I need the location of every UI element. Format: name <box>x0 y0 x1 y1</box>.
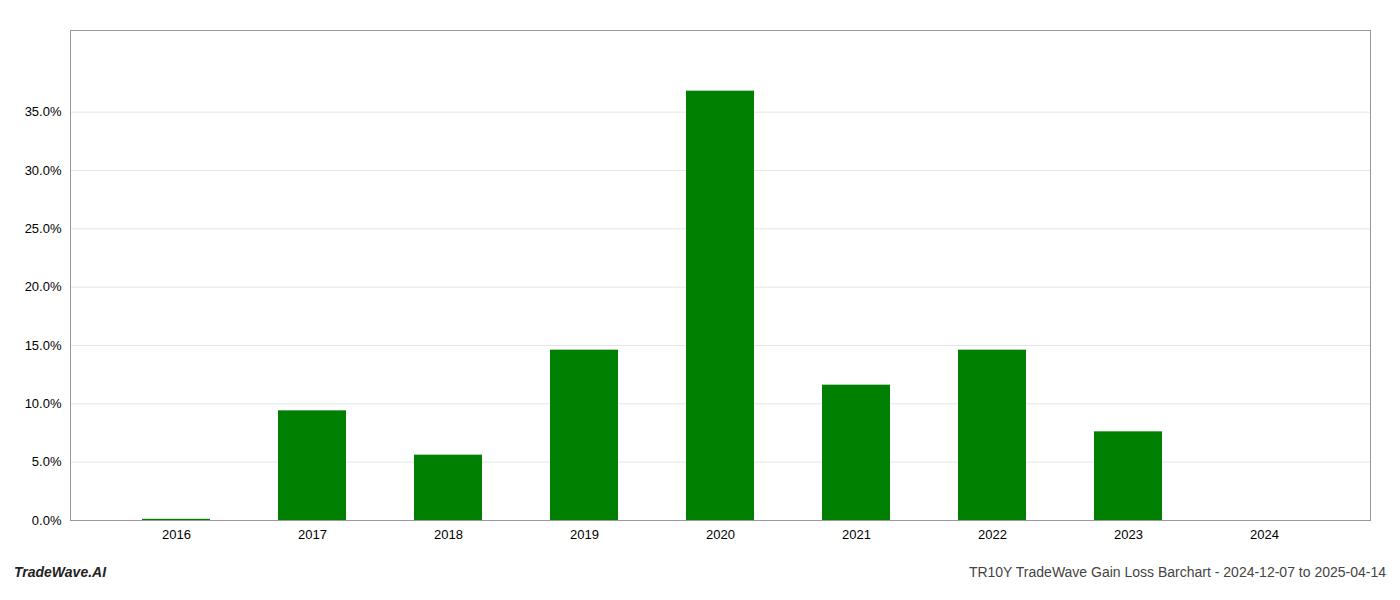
svg-text:2017: 2017 <box>298 527 327 542</box>
svg-text:2020: 2020 <box>706 527 735 542</box>
svg-text:15.0%: 15.0% <box>25 338 62 353</box>
svg-text:10.0%: 10.0% <box>25 396 62 411</box>
svg-text:20.0%: 20.0% <box>25 279 62 294</box>
svg-text:30.0%: 30.0% <box>25 163 62 178</box>
svg-text:0.0%: 0.0% <box>32 513 62 528</box>
svg-text:35.0%: 35.0% <box>25 104 62 119</box>
html-text:TradeWave.AI: TradeWave.AI <box>14 564 107 580</box>
svg-text:2022: 2022 <box>978 527 1007 542</box>
svg-text:5.0%: 5.0% <box>32 454 62 469</box>
svg-text:2024: 2024 <box>1250 527 1279 542</box>
svg-text:2018: 2018 <box>434 527 463 542</box>
html-text:TR10Y TradeWave Gain Loss Barc: TR10Y TradeWave Gain Loss Barchart - 202… <box>968 564 1386 580</box>
svg-text:2016: 2016 <box>162 527 191 542</box>
svg-text:2023: 2023 <box>1114 527 1143 542</box>
svg-text:25.0%: 25.0% <box>25 221 62 236</box>
svg-text:2021: 2021 <box>842 527 871 542</box>
svg-text:2019: 2019 <box>570 527 599 542</box>
